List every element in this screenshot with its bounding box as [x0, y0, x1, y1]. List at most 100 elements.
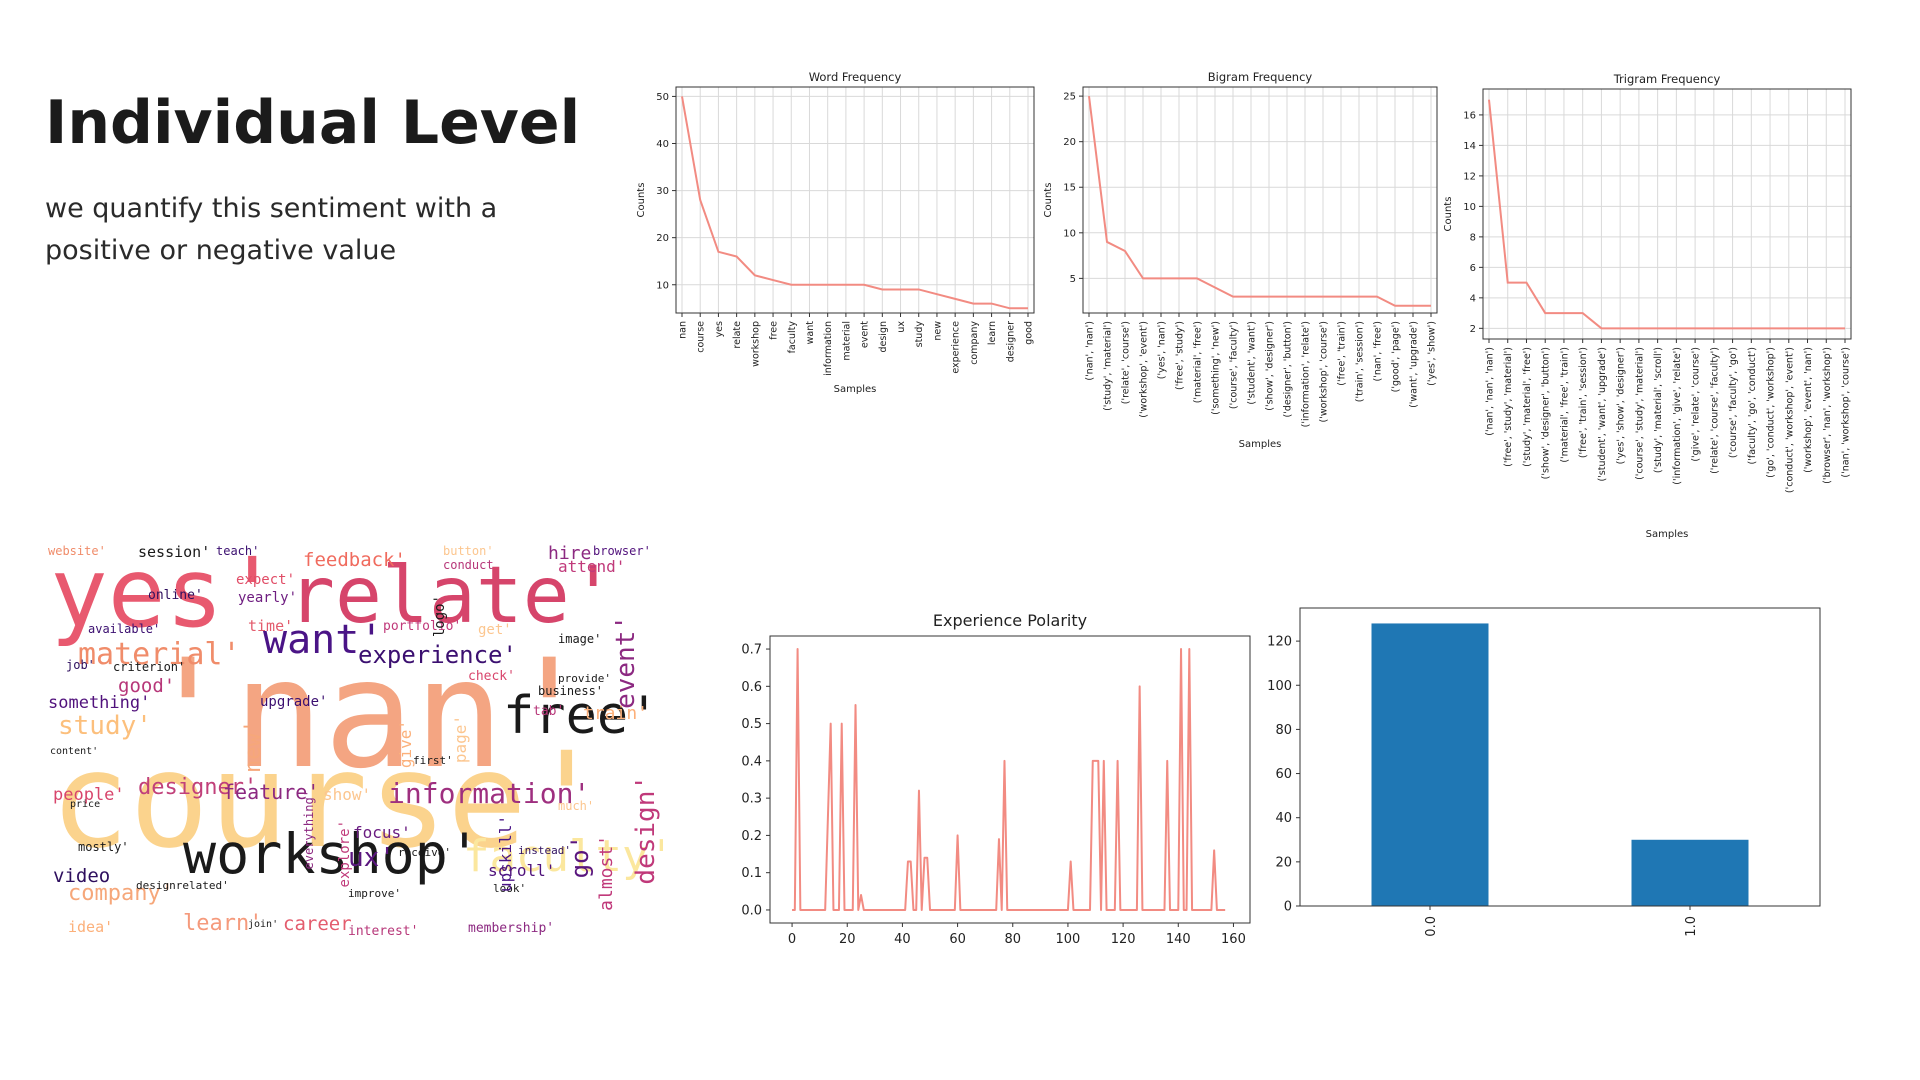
word-cloud-word: ux' [348, 843, 395, 873]
word-cloud-word: improve' [348, 887, 401, 900]
x-tick-label: ('course', 'study', 'material') [1634, 347, 1645, 480]
x-tick-label: ('something', 'new') [1211, 321, 1222, 415]
word-cloud-word: something' [48, 693, 151, 713]
chart-title: Experience Polarity [933, 611, 1087, 630]
x-tick-label: 80 [1004, 932, 1021, 947]
word-cloud-word: show' [323, 785, 372, 804]
x-tick-label: workshop [750, 321, 761, 367]
x-tick-label: ('nan', 'workshop', 'course') [1841, 347, 1852, 478]
plot-frame [1299, 607, 1821, 907]
x-tick-label: ('give', 'relate', 'course') [1691, 347, 1702, 462]
x-axis-label: Samples [1239, 439, 1282, 450]
x-tick-label: ('study', 'material', 'scroll') [1653, 347, 1664, 473]
word-cloud-word: interest' [348, 924, 419, 939]
y-tick-label: 0.7 [741, 643, 762, 658]
x-tick-label: experience [951, 321, 962, 374]
word-cloud-word: give' [396, 720, 415, 769]
word-cloud-word: everything' [302, 790, 316, 870]
x-tick-label: ('show', 'designer') [1265, 321, 1276, 411]
x-tick-label: ('conduct', 'workshop', 'event') [1784, 347, 1795, 493]
x-tick-label: 20 [839, 932, 856, 947]
plot-frame [675, 86, 1035, 314]
word-cloud-word: check' [468, 669, 515, 684]
x-tick-label: ('yes', 'nan') [1157, 321, 1168, 379]
word-cloud-word: designer' [138, 775, 258, 800]
word-cloud-word: time' [248, 617, 294, 635]
x-tick-label: ('nan', 'nan') [1085, 321, 1096, 381]
word-cloud-word: career [283, 913, 352, 935]
word-cloud-word: explore' [337, 820, 353, 888]
word-cloud-word: page' [451, 715, 470, 764]
word-cloud-word: relate' [288, 551, 617, 641]
word-cloud-word: tab' [533, 704, 565, 719]
y-tick-label: 20 [1063, 137, 1076, 148]
y-tick-label: 16 [1463, 110, 1476, 121]
x-tick-label: want [805, 321, 816, 345]
word-cloud-word: button' [443, 545, 494, 558]
word-cloud-word: expect' [236, 572, 296, 588]
y-tick-label: 20 [656, 233, 669, 244]
word-cloud-word: look' [493, 882, 527, 895]
x-tick-label: ('want', 'upgrade') [1409, 321, 1420, 408]
trigram-frequency-chart: 2 4 6 8 10 12 14 16 ('nan', 'nan', 'nan') ('free'… [1443, 72, 1852, 540]
y-tick-label: 0.4 [741, 754, 762, 769]
x-tick-label: ('free', 'study', 'material') [1503, 347, 1514, 467]
y-tick-label: 50 [656, 92, 669, 103]
word-cloud-word: portfolio' [383, 619, 462, 634]
x-tick-label: study [914, 321, 925, 348]
x-tick-label: ('workshop', 'course') [1319, 321, 1330, 422]
series-line [1488, 99, 1845, 330]
y-tick-label: 4 [1470, 293, 1476, 304]
word-cloud-word: material' [78, 637, 241, 672]
x-axis-label: Samples [834, 384, 877, 395]
x-tick-label: 100 [1056, 932, 1081, 947]
y-tick-label: 0.2 [741, 829, 762, 844]
x-tick-label: free [769, 321, 780, 340]
x-tick-label: ('browser', 'nan', 'workshop') [1822, 347, 1833, 484]
experience-polarity-chart: 0.0 0.1 0.2 0.3 0.4 0.5 0.6 0.7 0 20 40 60 80 100 120 1… [741, 611, 1251, 947]
x-tick-label: ('workshop', 'event') [1139, 321, 1150, 418]
bar [1631, 839, 1749, 906]
x-tick-label: ('train', 'session') [1355, 321, 1366, 402]
x-tick-label: 160 [1221, 932, 1246, 947]
y-tick-label: 0.6 [741, 680, 762, 695]
y-tick-label: 14 [1463, 141, 1476, 152]
x-tick-label: new [932, 321, 943, 341]
series-line [681, 96, 1028, 310]
x-tick-label: ('information', 'give', 'relate') [1672, 347, 1683, 485]
word-cloud-word: much' [558, 799, 595, 813]
x-tick-label: design [878, 321, 889, 353]
word-cloud-word: learn' [183, 911, 263, 936]
word-cloud-word: video [53, 865, 111, 887]
x-tick-label: ('free', 'study') [1175, 321, 1186, 390]
y-tick-label: 20 [1275, 855, 1292, 870]
x-tick-label: ('nan', 'free') [1373, 321, 1384, 382]
word-cloud-word: session' [138, 545, 211, 561]
word-cloud-word: people' [53, 785, 125, 805]
word-cloud: 'nan' course' yes' relate' workshop' free' fac… [48, 545, 663, 965]
word-cloud-word: company' [68, 881, 174, 906]
plot-frame [1482, 88, 1852, 340]
x-tick-label: ('show', 'designer', 'button') [1541, 347, 1552, 479]
word-cloud-word: feature' [223, 780, 320, 804]
x-tick-label: yes [714, 321, 725, 337]
bar [1371, 623, 1489, 906]
word-cloud-word: online' [148, 588, 203, 603]
x-tick-label: ('free', 'train', 'session') [1578, 347, 1589, 458]
x-tick-label: designer [1005, 321, 1016, 362]
word-cloud-word: event' [611, 615, 641, 709]
plot-frame [1082, 86, 1438, 314]
x-tick-label: ('student', 'want') [1247, 321, 1258, 405]
x-tick-label: ('study', 'material') [1103, 321, 1114, 411]
word-cloud-word: price [70, 799, 101, 810]
word-cloud-word: browser' [593, 545, 651, 558]
y-tick-label: 60 [1275, 767, 1292, 782]
x-tick-label: 0 [788, 932, 796, 947]
word-cloud-word: website' [48, 545, 106, 558]
word-cloud-word: train' [583, 703, 649, 724]
y-tick-label: 0.5 [741, 717, 762, 732]
x-tick-label: ('designer', 'button') [1283, 321, 1294, 418]
x-tick-label: ('nan', 'nan', 'nan') [1485, 347, 1496, 436]
x-tick-label: ('relate', 'course', 'faculty') [1709, 347, 1720, 474]
x-tick-label: material [841, 321, 852, 361]
